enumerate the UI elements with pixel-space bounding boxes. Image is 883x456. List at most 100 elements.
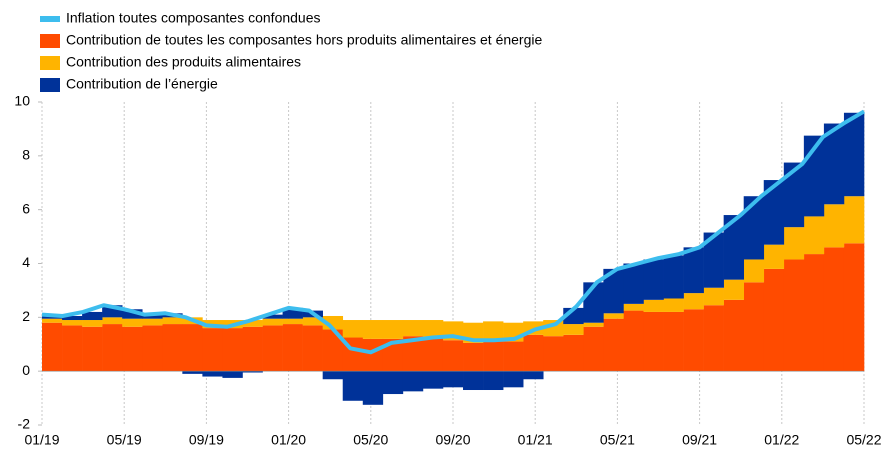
bar [202, 371, 223, 377]
bar [82, 311, 103, 321]
bar [803, 254, 825, 372]
bar [823, 247, 845, 372]
bar [723, 279, 745, 300]
bar [803, 216, 825, 255]
bar [282, 318, 303, 325]
bar [463, 342, 484, 372]
y-tick-label: -2 [18, 416, 31, 432]
bar [543, 336, 564, 372]
bar [302, 325, 323, 372]
bar [62, 320, 83, 326]
bar [62, 325, 83, 372]
bar [743, 196, 765, 260]
x-tick-label: 09/21 [682, 432, 717, 448]
bar [483, 341, 504, 372]
bar [122, 318, 143, 327]
bar [262, 325, 283, 372]
x-tick-label: 05/22 [846, 432, 881, 448]
bar [402, 371, 424, 392]
x-tick-label: 01/22 [764, 432, 799, 448]
legend-label: Contribution de toutes les composantes h… [66, 32, 542, 48]
legend-swatch [40, 56, 60, 70]
x-tick-label: 05/19 [107, 432, 142, 448]
bar [603, 313, 624, 319]
bar [442, 371, 464, 388]
bar [222, 328, 243, 372]
bar [362, 338, 384, 372]
x-tick-label: 01/20 [271, 432, 306, 448]
bar [683, 247, 704, 294]
bar [483, 321, 504, 342]
y-tick-label: 8 [22, 147, 30, 163]
bar [242, 371, 263, 373]
bar [663, 311, 684, 372]
bar [663, 298, 684, 312]
bar [583, 326, 604, 372]
bar [262, 314, 283, 319]
bar [723, 299, 745, 372]
x-tick-label: 01/19 [24, 432, 59, 448]
bar [142, 314, 163, 319]
bar [442, 340, 464, 372]
bar [743, 282, 765, 372]
bar [422, 371, 444, 389]
y-tick-label: 4 [22, 254, 30, 270]
y-tick-label: 10 [14, 93, 30, 109]
bar [322, 329, 344, 372]
bar [823, 204, 845, 248]
bar [503, 341, 524, 372]
bar [623, 263, 644, 304]
bar [282, 307, 303, 319]
bar [783, 162, 805, 228]
bar [683, 309, 704, 372]
x-tick-label: 09/20 [435, 432, 470, 448]
bar [422, 337, 444, 372]
bar [42, 322, 63, 372]
bar [783, 259, 805, 372]
bar [463, 371, 484, 391]
legend-label: Contribution de l’énergie [66, 76, 218, 92]
bar [563, 324, 584, 335]
y-tick-label: 6 [22, 200, 30, 216]
bar [102, 317, 123, 325]
bar [402, 336, 424, 372]
bar [743, 259, 765, 283]
bar [102, 324, 123, 372]
bar [603, 318, 624, 372]
line [41, 109, 866, 355]
legend-swatch [40, 16, 60, 22]
bar [322, 371, 344, 380]
bar [703, 305, 724, 372]
bar [122, 326, 143, 372]
bar [783, 227, 805, 260]
bar [222, 371, 243, 378]
bar [142, 318, 163, 326]
bar [843, 243, 865, 372]
bar [763, 180, 785, 245]
x-tick-label: 01/21 [518, 432, 553, 448]
bar [282, 324, 303, 372]
bar [62, 315, 83, 321]
bar [483, 371, 504, 391]
bar [142, 325, 163, 372]
legend-label: Contribution des produits alimentaires [66, 54, 301, 70]
bar [342, 320, 364, 338]
bar [643, 259, 664, 300]
bar [503, 371, 524, 388]
bar [643, 299, 664, 312]
bar [663, 255, 684, 299]
bar [523, 371, 544, 380]
bar [623, 303, 644, 311]
bar [262, 318, 283, 326]
bar [162, 324, 183, 372]
bar [583, 322, 604, 327]
bar [763, 268, 785, 372]
bar [202, 328, 223, 372]
legend-swatch [40, 34, 60, 48]
bar [763, 244, 785, 269]
bar [382, 320, 404, 339]
bar [42, 318, 63, 323]
bar [843, 112, 865, 197]
x-tick-label: 05/20 [353, 432, 388, 448]
bar [843, 196, 865, 244]
